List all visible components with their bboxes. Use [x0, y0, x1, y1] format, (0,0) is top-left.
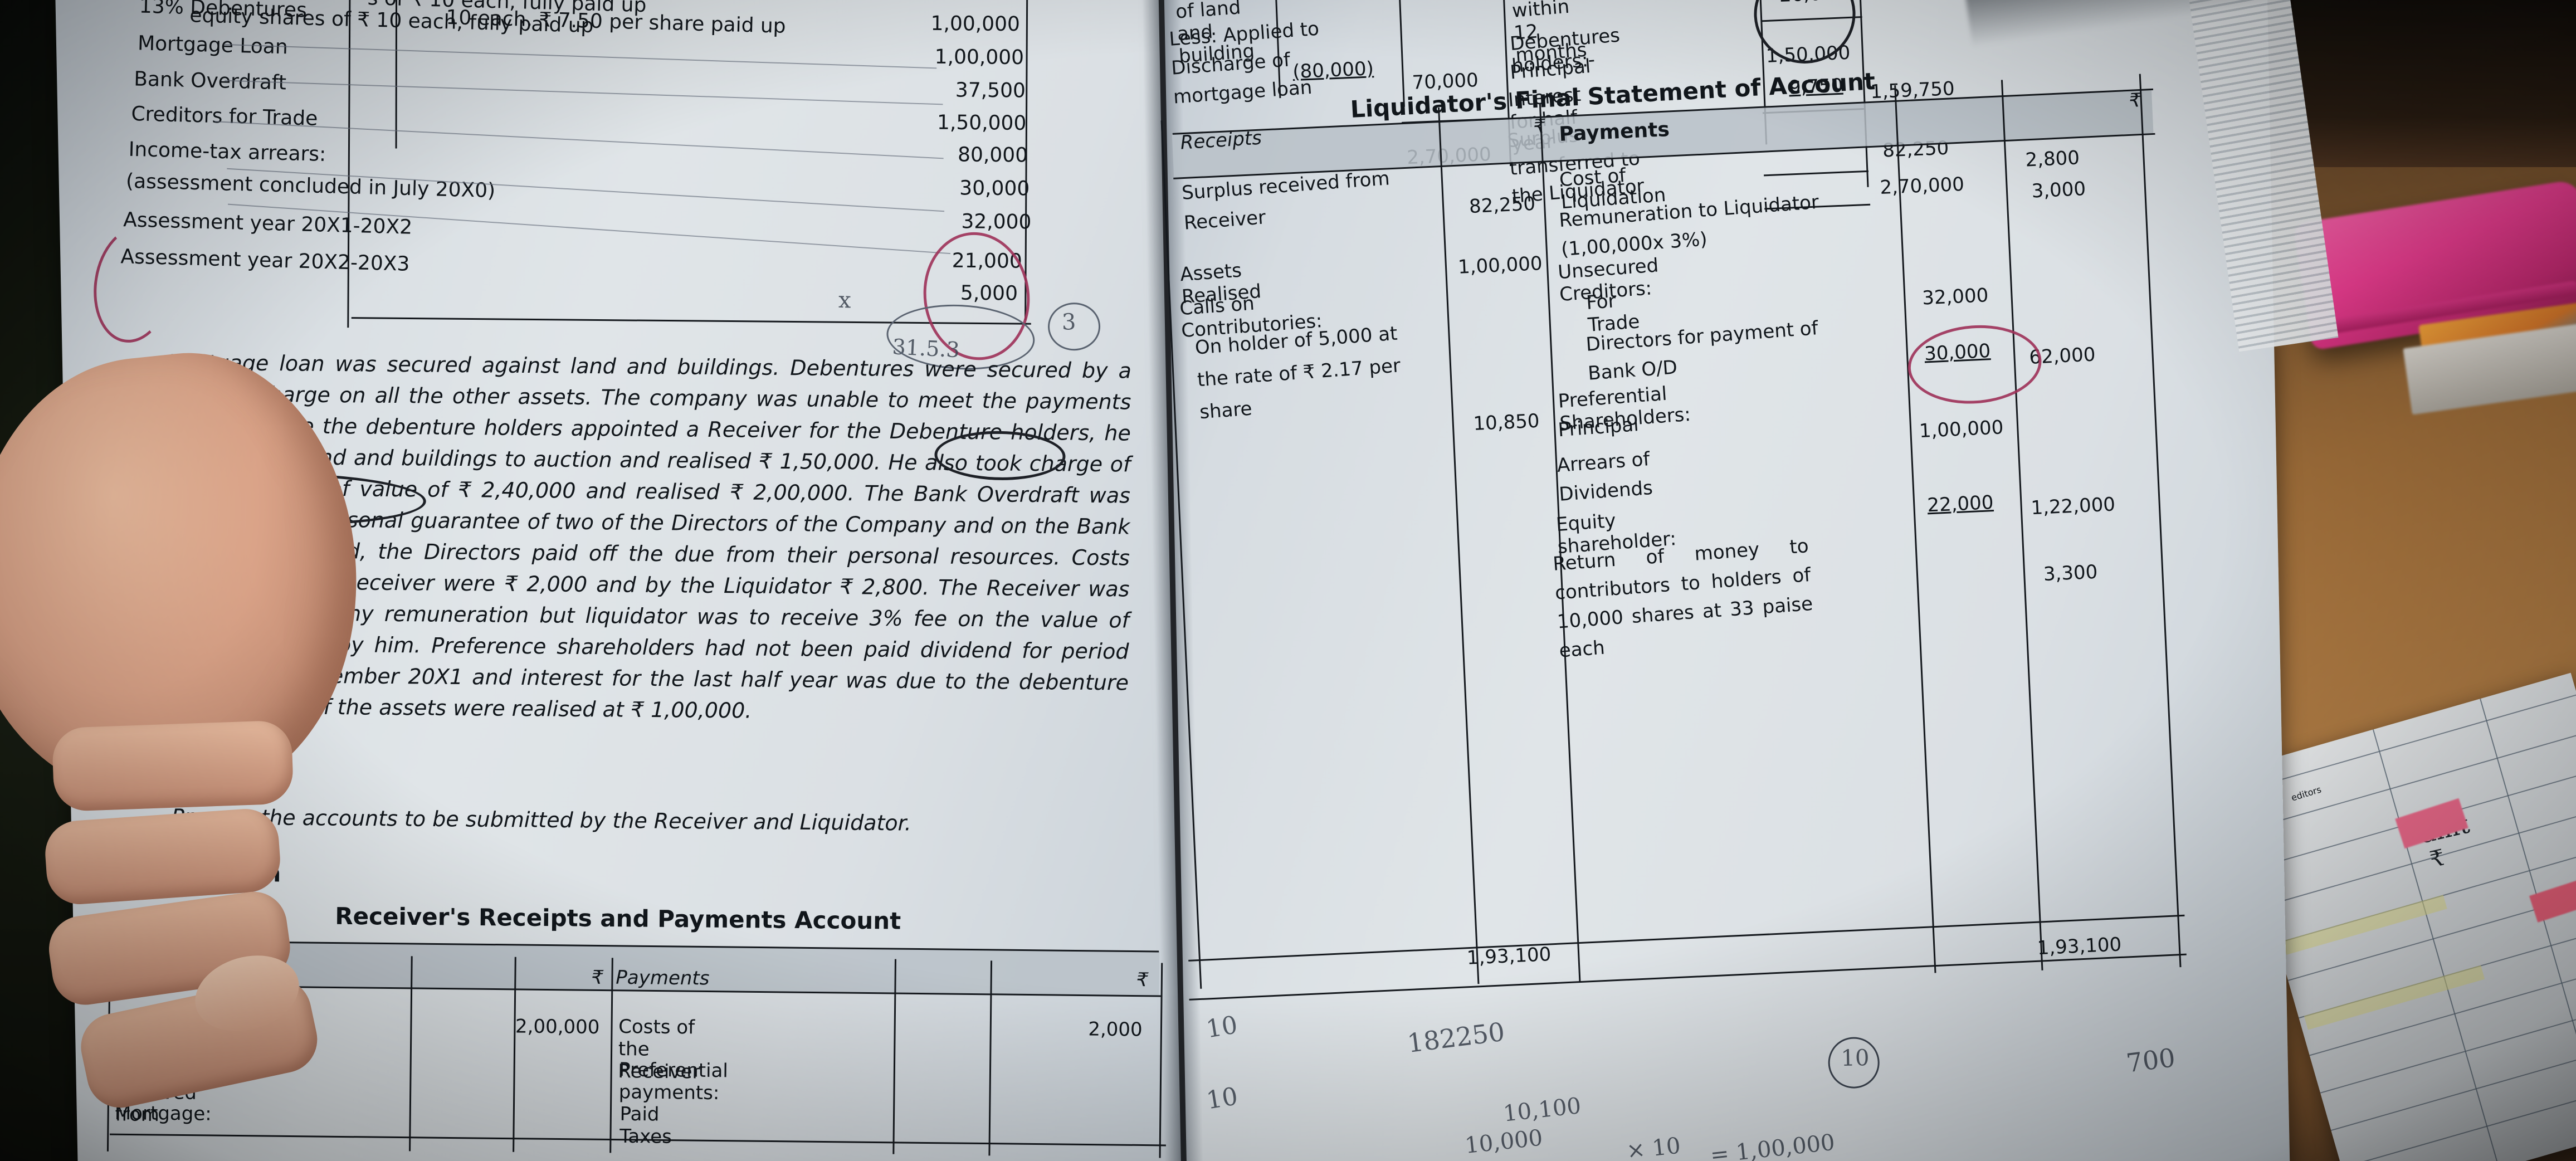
liq-payment-label-9: Return of money to contributors to holde…	[1552, 535, 1814, 662]
finger-index	[51, 720, 294, 812]
receiver-header-currency-left: ₹	[591, 966, 604, 989]
liq-payment-amount-0: 2,800	[2024, 147, 2080, 172]
receiver-header-currency-right: ₹	[1136, 968, 1149, 992]
ll-amount-3: 1,50,000	[936, 111, 1027, 135]
receiver-row1-payment: Preferential payments:	[618, 1058, 729, 1105]
receiver-row2-payment: Paid Taxes	[619, 1103, 672, 1148]
pencil-margin-x: x	[838, 287, 852, 314]
handwriting-note-a: 10	[1204, 1011, 1240, 1044]
liq-header-currency-right: ₹	[2128, 89, 2142, 113]
handwriting-note-b: 10	[1204, 1082, 1240, 1115]
ll-amount-5: 30,000	[959, 177, 1030, 201]
liq-payment-amount-7: 1,22,000	[2030, 493, 2116, 520]
liq-payment-amount-9: 3,300	[2043, 560, 2099, 586]
handwriting-margin-right: 700	[2124, 1042, 2177, 1079]
liq-payment-label-7: Arrears of Dividends	[1556, 448, 1654, 506]
receiver-header-payments: Payments	[616, 966, 710, 990]
receiver-row0-payment-amount: 2,000	[1088, 1018, 1143, 1041]
handwriting-circled-10: 10	[1841, 1045, 1870, 1072]
liq-payment-sub-3: 32,000	[1921, 284, 1989, 310]
liq-receipt-total: 1,93,100	[1466, 943, 1552, 969]
finger-middle	[43, 807, 282, 906]
ll-amount-4: 80,000	[957, 143, 1028, 167]
pencil-circle-3-label: 3	[1061, 309, 1076, 335]
receiver-table-title: Receiver's Receipts and Payments Account	[335, 902, 901, 935]
liq-header-currency-left: ₹	[1533, 115, 1546, 138]
ll-item-4: Creditors for Trade	[131, 103, 318, 130]
open-textbook: s of ₹ 10 each, fully paid up equity sha…	[55, 0, 2339, 1161]
liq-payment-sub-7: 22,000	[1926, 491, 1994, 517]
liq-receipt-label-3: On holder of 5,000 at the rate of ₹ 2.17…	[1194, 322, 1402, 424]
ll-amount-1: 1,00,000	[934, 45, 1024, 70]
ll-amount-0: 1,00,000	[930, 12, 1021, 36]
liq-receipt-amount-3: 10,850	[1472, 409, 1540, 436]
ll-amount-6: 32,000	[961, 210, 1032, 234]
receiver-row0-amount: 2,00,000	[515, 1015, 600, 1039]
rt-cont-amount-1: (80,000)	[1292, 57, 1374, 84]
liq-payment-total: 1,93,100	[2036, 933, 2122, 960]
liq-receipt-amount-0: 82,250	[1468, 192, 1536, 218]
liq-receipt-amount-1: 1,00,000	[1457, 252, 1543, 279]
liq-payment-amount-1: 3,000	[2031, 178, 2086, 203]
notebook-currency-header: ₹	[2427, 845, 2447, 873]
liq-payment-sub-6: 1,00,000	[1919, 416, 2004, 443]
ll-amount-2: 37,500	[955, 79, 1026, 103]
